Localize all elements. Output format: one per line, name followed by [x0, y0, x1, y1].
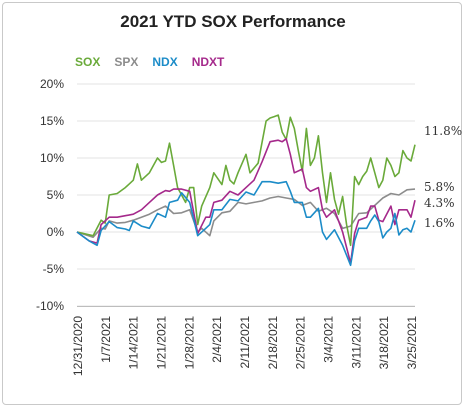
x-tick-label: 1/7/2021 [99, 316, 113, 363]
x-tick-label: 2/4/2021 [210, 316, 224, 363]
y-tick-label: 15% [40, 114, 64, 128]
y-tick-label: 20% [40, 77, 64, 91]
end-label-spx: 5.8% [424, 180, 455, 194]
legend-ndxt: NDXT [191, 55, 225, 69]
end-label-sox: 11.8% [424, 124, 462, 138]
end-label-ndx: 1.6% [424, 216, 455, 230]
y-tick-label: -5% [43, 262, 65, 276]
x-tick-label: 3/4/2021 [322, 316, 336, 363]
chart-frame [2, 2, 462, 405]
series-line-spx [76, 188, 416, 238]
chart-title: 2021 YTD SOX Performance [120, 12, 346, 31]
x-tick-label: 3/18/2021 [377, 316, 391, 370]
x-tick-label: 2/18/2021 [266, 316, 280, 370]
end-label-ndxt: 4.3% [424, 196, 455, 210]
y-tick-label: 0% [47, 225, 65, 239]
x-tick-label: 2/11/2021 [238, 316, 252, 369]
x-tick-label: 1/28/2021 [182, 316, 196, 370]
x-tick-label: 1/21/2021 [155, 316, 169, 370]
x-tick-label: 2/25/2021 [294, 316, 308, 370]
y-tick-label: 5% [47, 188, 65, 202]
series-line-ndx [76, 180, 416, 267]
x-tick-label: 3/11/2021 [349, 316, 363, 369]
x-tick-label: 12/31/2020 [71, 316, 85, 376]
legend-sox: SOX [75, 55, 101, 69]
y-tick-label: 10% [40, 151, 64, 165]
x-tick-label: 1/14/2021 [127, 316, 141, 370]
series-line-sox [76, 114, 416, 247]
x-tick-label: 3/25/2021 [405, 316, 419, 370]
series-line-ndxt [76, 138, 416, 264]
legend-spx: SPX [114, 55, 139, 69]
y-tick-label: -10% [36, 299, 64, 313]
chart-legend: SOX SPX NDX NDXT [75, 55, 224, 69]
legend-ndx: NDX [152, 55, 178, 69]
